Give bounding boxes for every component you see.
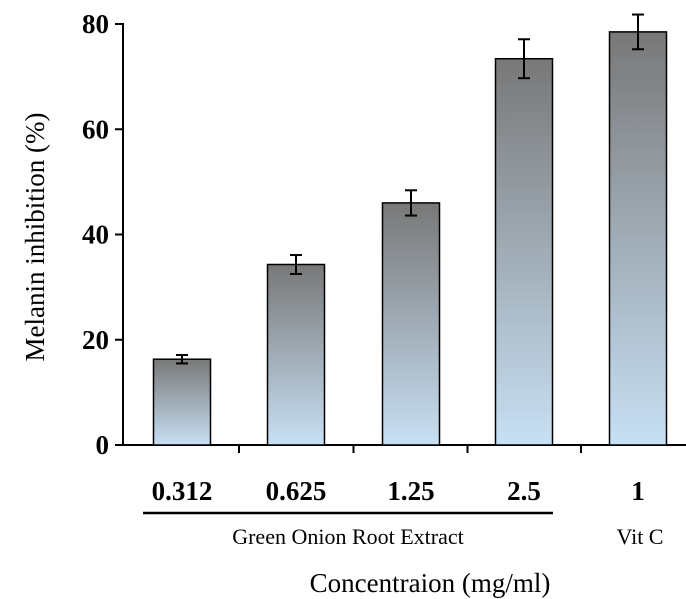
plot-area: 0 20 40 60 80 0.312 0.625 1.25 2.5 1 Green Onion R… [82,9,686,549]
x-tick-label: 1 [631,476,645,506]
bar [494,57,554,446]
y-tick-label: 80 [82,9,109,39]
y-tick-label: 0 [96,430,110,460]
x-tick-label: 0.625 [266,476,327,506]
x-tick-label: 2.5 [507,476,541,506]
bar [608,31,668,446]
y-tick-label: 60 [82,114,109,144]
y-tick-label: 20 [82,325,109,355]
x-tick-label: 1.25 [387,476,434,506]
bar [266,263,326,446]
y-axis-title: Melanin inhibition (%) [20,113,50,362]
group-label: Green Onion Root Extract [232,524,464,549]
bar [381,202,441,446]
x-axis-title: Concentraion (mg/ml) [310,568,551,598]
x-tick-label: 0.312 [152,476,213,506]
group-label: Vit C [617,524,664,549]
bar [152,358,212,446]
y-tick-label: 40 [82,220,109,250]
